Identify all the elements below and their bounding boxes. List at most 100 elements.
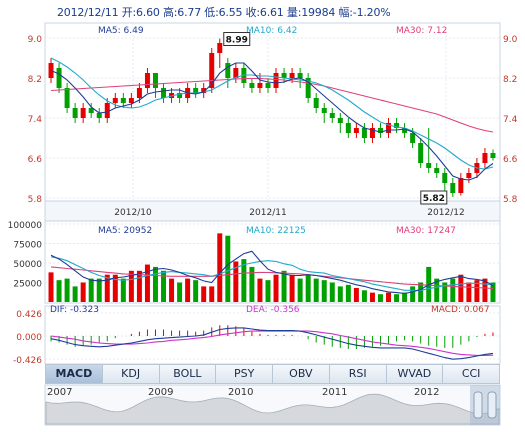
volume-bar (120, 278, 126, 302)
volume-tick-label: 75000 (13, 241, 42, 251)
candle-body (88, 108, 94, 113)
volume-bar (144, 264, 150, 302)
macd-lines (50, 327, 494, 360)
quote-low: 低:6.55 (204, 6, 243, 19)
date-tick-label: 2012/12 (427, 208, 464, 218)
candle-body (80, 108, 86, 118)
volume-bar (281, 270, 287, 302)
navigator-year: 2009 (148, 387, 174, 398)
price-grid (45, 23, 500, 201)
volume-bar (313, 278, 319, 302)
tab-cci[interactable]: CCI (461, 367, 481, 380)
volume-bar (177, 282, 183, 302)
quote-header: 2012/12/11 开:6.60 高:6.77 低:6.55 收:6.61 量… (57, 4, 391, 20)
tab-macd[interactable]: MACD (46, 365, 103, 383)
candle-body (144, 73, 150, 88)
candle-body (426, 163, 432, 168)
candle-body (193, 88, 199, 93)
tab-psy[interactable]: PSY (216, 365, 273, 383)
volume-bar (490, 282, 496, 302)
volume-bar (297, 278, 303, 302)
candle-body (128, 98, 134, 103)
navigator-year: 2010 (228, 387, 254, 398)
tab-wvad[interactable]: WVAD (387, 365, 444, 383)
navigator-right-handle[interactable] (487, 391, 497, 419)
macd-grid (45, 312, 500, 360)
candle-body (361, 128, 367, 138)
macd-histogram (50, 325, 494, 349)
tab-boll[interactable]: BOLL (160, 365, 217, 383)
volume-bar (161, 270, 167, 302)
high-callout-box (223, 32, 251, 46)
candle-body (64, 88, 70, 108)
volume-bar (273, 274, 279, 302)
macd-legend: MACD: 0.067 (431, 305, 490, 315)
volume-bars (48, 233, 496, 302)
candle-body (249, 83, 255, 88)
volume-bar (152, 266, 158, 302)
low-callout-label: 5.82 (423, 194, 445, 204)
ma10-line (50, 57, 494, 170)
candle-body (321, 108, 327, 113)
volume-tick-label: 50000 (13, 260, 42, 270)
candle-body (112, 98, 118, 103)
volume-bar (217, 233, 223, 302)
date-tick-label: 2012/11 (249, 208, 286, 218)
navigator-left-handle[interactable] (473, 391, 483, 419)
quote-close: 收:6.61 (245, 6, 284, 19)
price-tick-label-right: 6.6 (503, 155, 518, 165)
candle-body (450, 183, 456, 193)
ma30-legend: MA30: 7.12 (396, 26, 447, 36)
price-labels: 9.0 9.0 8.2 8.2 7.4 7.4 6.6 6.6 5.8 5.8 2012/10 201… (28, 26, 518, 218)
quote-volume: 量:19984 (286, 6, 336, 19)
volume-bar (88, 278, 94, 302)
price-tick-label-right: 8.2 (503, 75, 517, 85)
volume-bar (64, 278, 70, 302)
candle-body (56, 68, 62, 88)
low-callout-box (420, 190, 448, 205)
candle-body (305, 78, 311, 98)
candle-body (289, 73, 295, 78)
candle-body (136, 88, 142, 98)
candle-body (369, 128, 375, 138)
price-tick-label-left: 6.6 (28, 155, 43, 165)
dif-line (50, 327, 494, 360)
volume-bar (249, 266, 255, 302)
macd-tick-label: 0.000 (16, 333, 42, 343)
volume-bar (96, 278, 102, 302)
candle-body (329, 113, 335, 118)
volume-labels: 100000 75000 50000 25000 MA5: 20952 MA10: 221… (8, 221, 456, 290)
tab-rsi[interactable]: RSI (330, 365, 387, 383)
volume-ma30-line (50, 266, 494, 290)
volume-bar (345, 284, 351, 302)
volume-bar (353, 287, 359, 302)
candle-body (386, 123, 392, 133)
volume-bar (72, 286, 78, 302)
volume-bar (257, 278, 263, 302)
candle-body (337, 118, 343, 123)
volume-bar (361, 290, 367, 302)
volume-bar (112, 274, 118, 302)
ma5-legend: MA5: 6.49 (98, 26, 144, 36)
volume-bar (402, 292, 408, 302)
navigator-year: 2012 (414, 387, 440, 398)
dea-line (50, 330, 494, 356)
candle-body (297, 73, 303, 78)
tab-kdj[interactable]: KDJ (103, 365, 160, 383)
candle-body (434, 168, 440, 173)
volume-bar (474, 280, 480, 302)
volume-bar (466, 282, 472, 302)
volume-tick-label: 25000 (13, 280, 42, 290)
volume-bar (369, 292, 375, 302)
volume-bar (56, 280, 62, 302)
ma10-legend: MA10: 6.42 (246, 26, 297, 36)
volume-bar (193, 280, 199, 302)
candle-body (410, 133, 416, 143)
candle-body (72, 108, 78, 118)
volume-bar (442, 282, 448, 302)
tab-obv[interactable]: OBV (273, 365, 330, 383)
volume-bar (418, 282, 424, 302)
price-tick-label-left: 5.8 (28, 195, 43, 205)
high-callout-label: 8.99 (226, 36, 248, 46)
